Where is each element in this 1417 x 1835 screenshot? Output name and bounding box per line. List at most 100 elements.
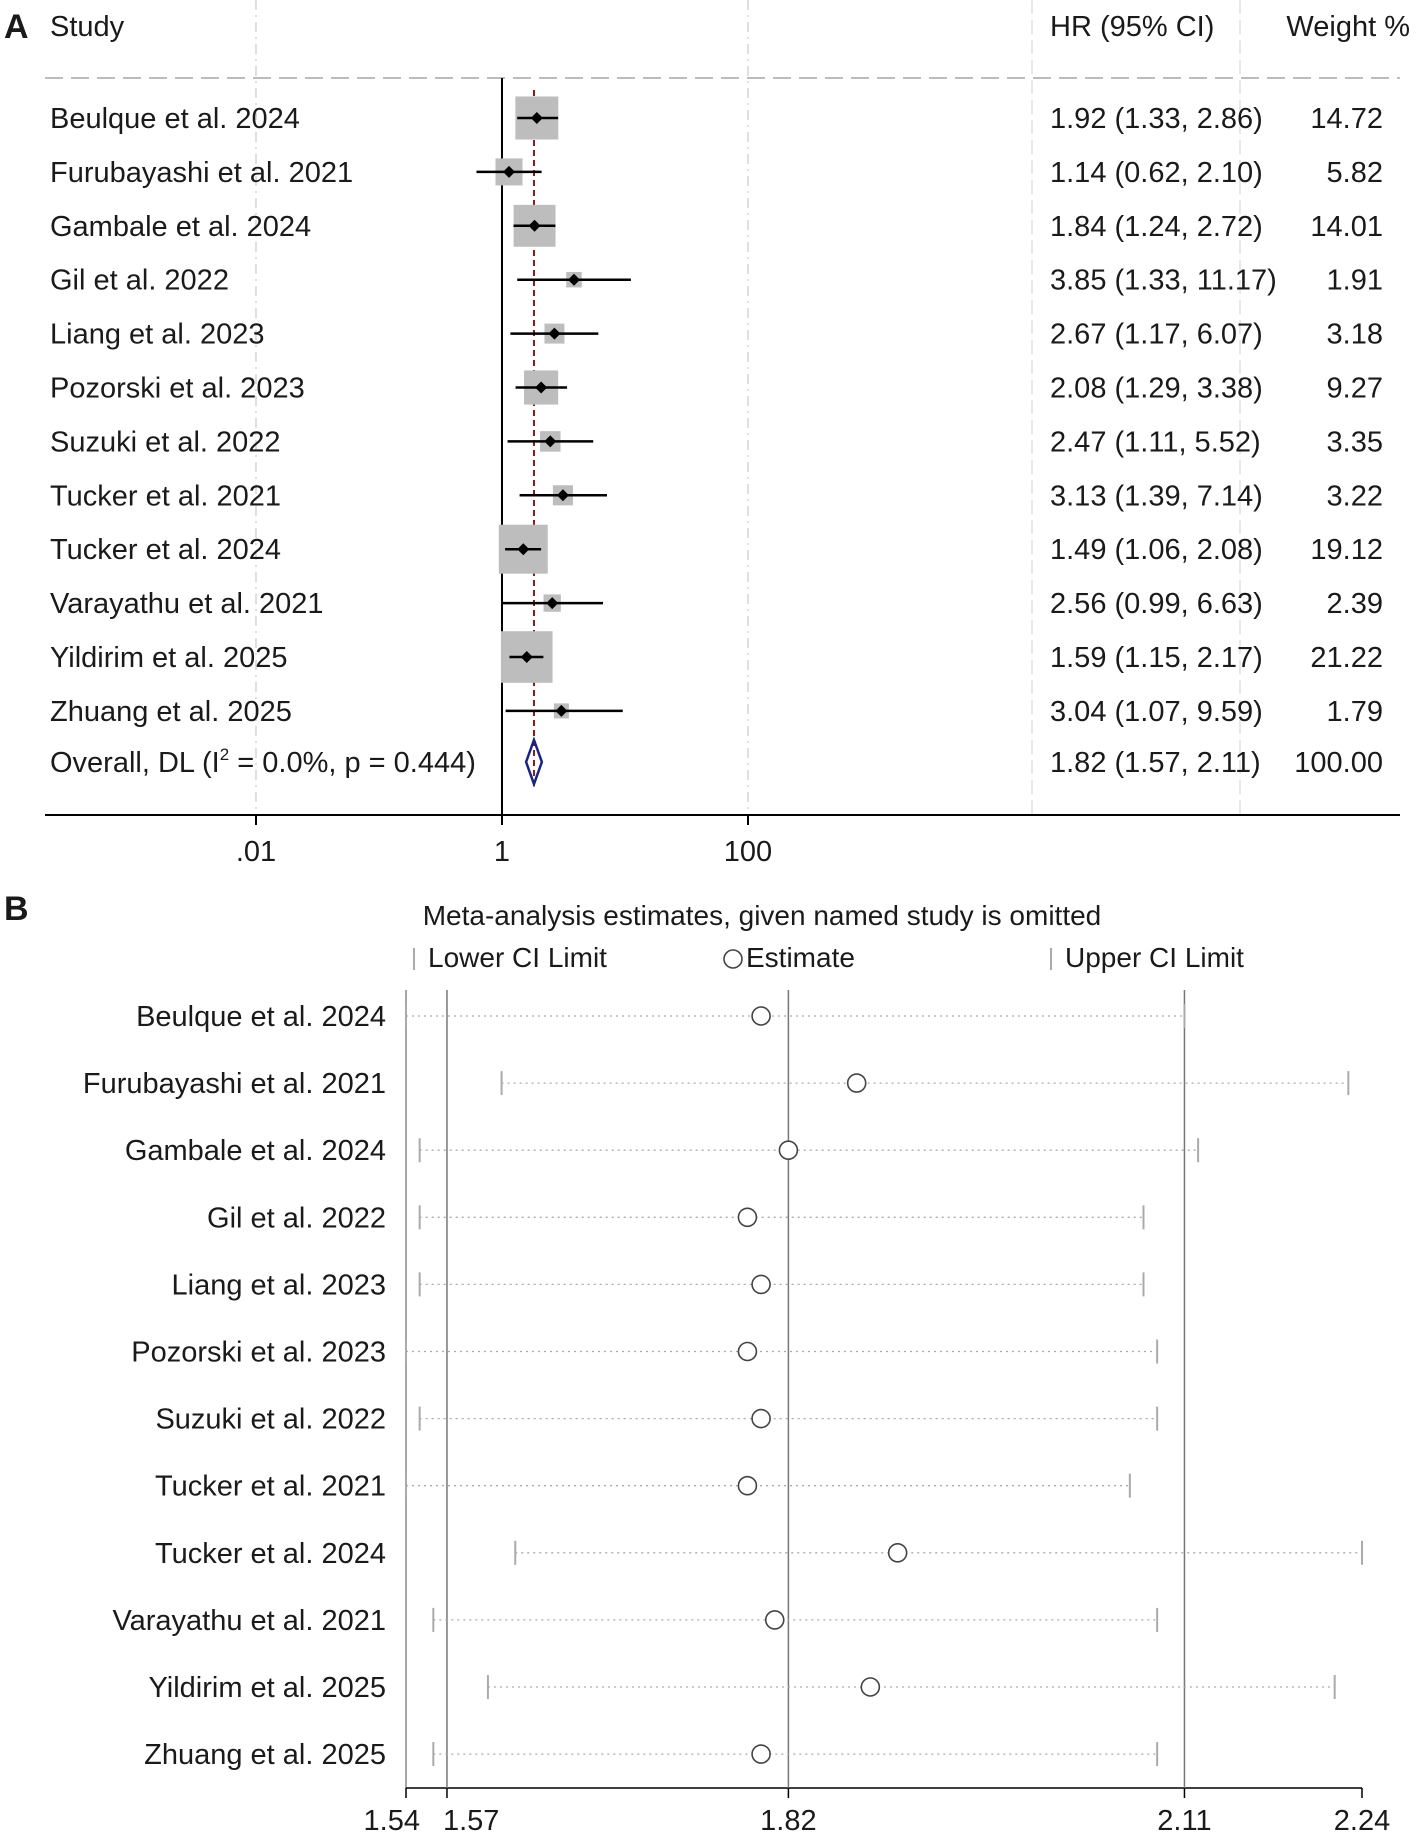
sensitivity-title: Meta-analysis estimates, given named stu… bbox=[423, 900, 1102, 931]
forest-weight-text: 19.12 bbox=[1310, 534, 1383, 566]
forest-point-estimate bbox=[546, 597, 559, 610]
legend-lower-label: Lower CI Limit bbox=[428, 942, 607, 973]
legend-estimate-label: Estimate bbox=[746, 942, 855, 973]
forest-study-label: Yildirim et al. 2025 bbox=[50, 642, 287, 674]
sensitivity-axis-tick-label: 1.82 bbox=[760, 1805, 816, 1835]
sensitivity-row: Tucker et al. 2021 bbox=[155, 1471, 1131, 1503]
sensitivity-row: Furubayashi et al. 2021 bbox=[83, 1068, 1350, 1100]
sensitivity-row: Liang et al. 2023 bbox=[172, 1269, 1145, 1301]
forest-row: Tucker et al. 2024 1.49 (1.06, 2.08) 19.12 bbox=[50, 524, 1383, 574]
forest-study-label: Furubayashi et al. 2021 bbox=[50, 157, 353, 189]
panel-a-letter: A bbox=[4, 8, 29, 46]
sensitivity-estimate-marker bbox=[887, 1543, 908, 1563]
sensitivity-axis-tick-label: 1.57 bbox=[443, 1805, 499, 1835]
sensitivity-estimate-marker bbox=[846, 1073, 867, 1093]
sensitivity-row: Yildirim et al. 2025 bbox=[149, 1672, 1336, 1704]
forest-point-estimate bbox=[535, 381, 548, 394]
sensitivity-estimate-marker bbox=[860, 1677, 881, 1697]
forest-ci-text: 1.84 (1.24, 2.72) bbox=[1050, 211, 1263, 243]
weight-column-header: Weight % bbox=[1286, 11, 1410, 43]
forest-weight-text: 2.39 bbox=[1327, 588, 1383, 620]
forest-point-estimate bbox=[530, 112, 543, 124]
forest-row: Tucker et al. 2021 3.13 (1.39, 7.14) 3.22 bbox=[50, 480, 1383, 512]
sensitivity-study-label: Varayathu et al. 2021 bbox=[112, 1605, 386, 1637]
sensitivity-row: Suzuki et al. 2022 bbox=[155, 1404, 1159, 1436]
forest-weight-text: 21.22 bbox=[1310, 642, 1383, 674]
forest-point-estimate bbox=[555, 704, 568, 717]
forest-row: Suzuki et al. 2022 2.47 (1.11, 5.52) 3.35 bbox=[50, 426, 1383, 458]
forest-plot-panel: A Study HR (95% CI) Weight % Beulque et … bbox=[4, 0, 1410, 868]
overall-ci-text: 1.82 (1.57, 2.11) bbox=[1050, 747, 1261, 779]
forest-point-estimate bbox=[502, 165, 515, 178]
forest-weight-text: 5.82 bbox=[1327, 157, 1383, 189]
forest-point-estimate bbox=[520, 651, 533, 663]
hr-column-header: HR (95% CI) bbox=[1050, 11, 1214, 43]
sensitivity-axis-tick-label: 2.11 bbox=[1157, 1805, 1211, 1835]
sensitivity-study-label: Beulque et al. 2024 bbox=[136, 1001, 386, 1033]
sensitivity-study-label: Furubayashi et al. 2021 bbox=[83, 1068, 386, 1100]
sensitivity-estimate-marker bbox=[751, 1274, 771, 1295]
forest-point-estimate bbox=[517, 543, 530, 556]
study-column-header: Study bbox=[50, 11, 125, 43]
forest-row: Varayathu et al. 2021 2.56 (0.99, 6.63) 2.… bbox=[50, 588, 1383, 620]
legend-upper-label: Upper CI Limit bbox=[1065, 942, 1244, 973]
sensitivity-axis-tick-label: 2.24 bbox=[1334, 1805, 1390, 1835]
forest-weight-text: 9.27 bbox=[1327, 373, 1383, 405]
forest-study-rows: Beulque et al. 2024 1.92 (1.33, 2.86) 14.7… bbox=[50, 96, 1383, 728]
forest-overall-diamond bbox=[524, 736, 544, 788]
sensitivity-study-label: Tucker et al. 2021 bbox=[155, 1471, 386, 1503]
sensitivity-study-label: Suzuki et al. 2022 bbox=[155, 1404, 386, 1436]
sensitivity-row: Tucker et al. 2024 bbox=[155, 1538, 1363, 1570]
forest-study-label: Suzuki et al. 2022 bbox=[50, 426, 281, 458]
sensitivity-row: Zhuang et al. 2025 bbox=[144, 1739, 1159, 1771]
forest-study-label: Gil et al. 2022 bbox=[50, 265, 229, 297]
forest-ci-text: 2.56 (0.99, 6.63) bbox=[1050, 588, 1263, 620]
forest-point-estimate bbox=[556, 489, 569, 502]
forest-ci-text: 3.13 (1.39, 7.14) bbox=[1050, 480, 1263, 512]
forest-overall-row: Overall, DL (I2 = 0.0%, p = 0.444) 1.82 … bbox=[50, 736, 1383, 788]
forest-row: Beulque et al. 2024 1.92 (1.33, 2.86) 14.7… bbox=[50, 96, 1383, 140]
sensitivity-row: Gil et al. 2022 bbox=[207, 1202, 1145, 1234]
forest-study-label: Liang et al. 2023 bbox=[50, 319, 264, 351]
forest-ci-text: 3.04 (1.07, 9.59) bbox=[1050, 696, 1263, 728]
forest-weight-text: 3.18 bbox=[1327, 319, 1383, 351]
forest-row: Furubayashi et al. 2021 1.14 (0.62, 2.10)… bbox=[50, 157, 1383, 189]
forest-row: Gambale et al. 2024 1.84 (1.24, 2.72) 14.0… bbox=[50, 204, 1383, 247]
sensitivity-estimate-marker bbox=[751, 1006, 771, 1026]
sensitivity-x-axis: 1.54 1.57 1.82 2.11 2.24 bbox=[364, 1788, 1390, 1835]
sensitivity-estimate-marker bbox=[764, 1610, 785, 1630]
forest-weight-text: 1.79 bbox=[1327, 696, 1383, 728]
sensitivity-legend: Lower CI Limit Estimate Upper CI Limit bbox=[413, 942, 1244, 973]
sensitivity-study-label: Pozorski et al. 2023 bbox=[131, 1337, 386, 1369]
forest-x-axis: .01 1 100 bbox=[45, 814, 1400, 868]
forest-study-label: Beulque et al. 2024 bbox=[50, 103, 300, 135]
forest-weight-text: 14.72 bbox=[1310, 103, 1383, 135]
sensitivity-estimate-marker bbox=[737, 1475, 758, 1496]
forest-point-estimate bbox=[568, 273, 581, 286]
sensitivity-plot-panel: B Meta-analysis estimates, given named s… bbox=[4, 890, 1390, 1835]
sensitivity-rows: Beulque et al. 2024 Furubayashi et al. 20… bbox=[83, 1001, 1363, 1771]
forest-study-label: Tucker et al. 2021 bbox=[50, 480, 281, 512]
forest-weight-text: 1.91 bbox=[1327, 265, 1383, 297]
sensitivity-study-label: Gil et al. 2022 bbox=[207, 1202, 386, 1234]
forest-axis-tick-label: 100 bbox=[724, 836, 772, 868]
sensitivity-axis-tick-label: 1.54 bbox=[364, 1805, 420, 1835]
forest-study-label: Zhuang et al. 2025 bbox=[50, 696, 292, 728]
forest-study-label: Gambale et al. 2024 bbox=[50, 211, 311, 243]
forest-row: Liang et al. 2023 2.67 (1.17, 6.07) 3.18 bbox=[50, 319, 1383, 351]
forest-ci-text: 1.49 (1.06, 2.08) bbox=[1050, 534, 1263, 566]
forest-ci-text: 2.47 (1.11, 5.52) bbox=[1050, 426, 1261, 458]
sensitivity-row: Gambale et al. 2024 bbox=[125, 1135, 1200, 1167]
sensitivity-row: Pozorski et al. 2023 bbox=[131, 1337, 1159, 1369]
forest-row: Yildirim et al. 2025 1.59 (1.15, 2.17) 21.… bbox=[50, 631, 1383, 683]
forest-ci-text: 2.67 (1.17, 6.07) bbox=[1050, 319, 1263, 351]
sensitivity-estimate-marker bbox=[778, 1140, 799, 1160]
forest-point-estimate bbox=[544, 435, 557, 448]
sensitivity-study-label: Zhuang et al. 2025 bbox=[144, 1739, 386, 1771]
sensitivity-estimate-marker bbox=[751, 1744, 771, 1764]
forest-row: Zhuang et al. 2025 3.04 (1.07, 9.59) 1.79 bbox=[50, 696, 1383, 728]
panel-b-letter: B bbox=[4, 890, 29, 928]
overall-weight-text: 100.00 bbox=[1294, 747, 1383, 779]
forest-ci-text: 2.08 (1.29, 3.38) bbox=[1050, 373, 1263, 405]
